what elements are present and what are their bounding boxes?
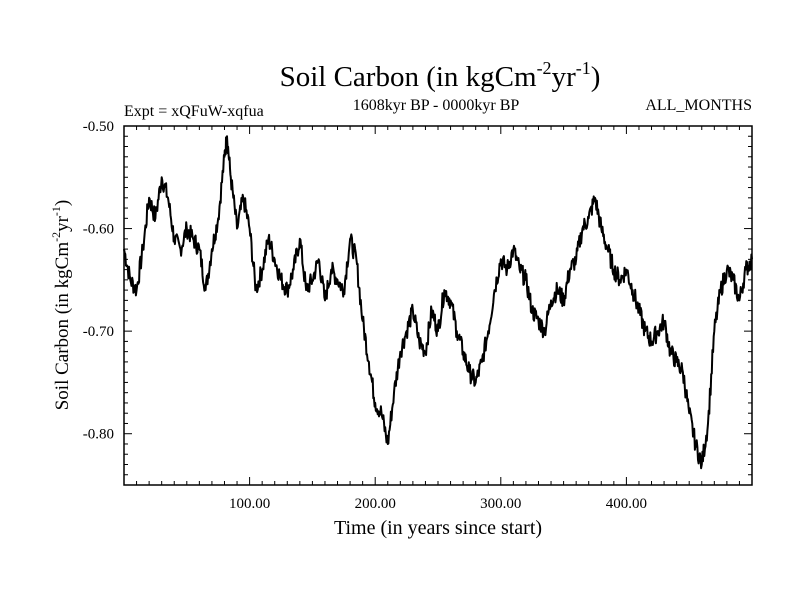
y-tick-label: -0.50 bbox=[83, 119, 114, 135]
x-axis-ticks: 100.00 200.00 300.00 400.00 bbox=[136, 126, 740, 512]
y-axis-label: Soil Carbon (in kgCm-2yr-1) bbox=[49, 200, 73, 411]
subtitle-months: ALL_MONTHS bbox=[645, 97, 752, 114]
x-tick-label: 400.00 bbox=[606, 496, 647, 512]
y-axis-ticks: -0.50 -0.60 -0.70 -0.80 bbox=[83, 119, 752, 486]
plot-frame bbox=[123, 125, 753, 486]
x-tick-label: 200.00 bbox=[355, 496, 396, 512]
y-tick-label: -0.60 bbox=[83, 222, 114, 238]
y-tick-label: -0.70 bbox=[83, 324, 114, 340]
subtitle-experiment: Expt = xQFuW-xqfua bbox=[124, 103, 264, 120]
series-line-soil-carbon bbox=[123, 135, 753, 470]
chart-title: Soil Carbon (in kgCm-2yr-1) bbox=[280, 58, 601, 93]
x-axis-label: Time (in years since start) bbox=[334, 517, 542, 539]
y-tick-label: -0.80 bbox=[83, 427, 114, 443]
x-tick-label: 300.00 bbox=[480, 496, 521, 512]
x-tick-label: 100.00 bbox=[229, 496, 270, 512]
subtitle-period: 1608kyr BP - 0000kyr BP bbox=[353, 97, 520, 114]
